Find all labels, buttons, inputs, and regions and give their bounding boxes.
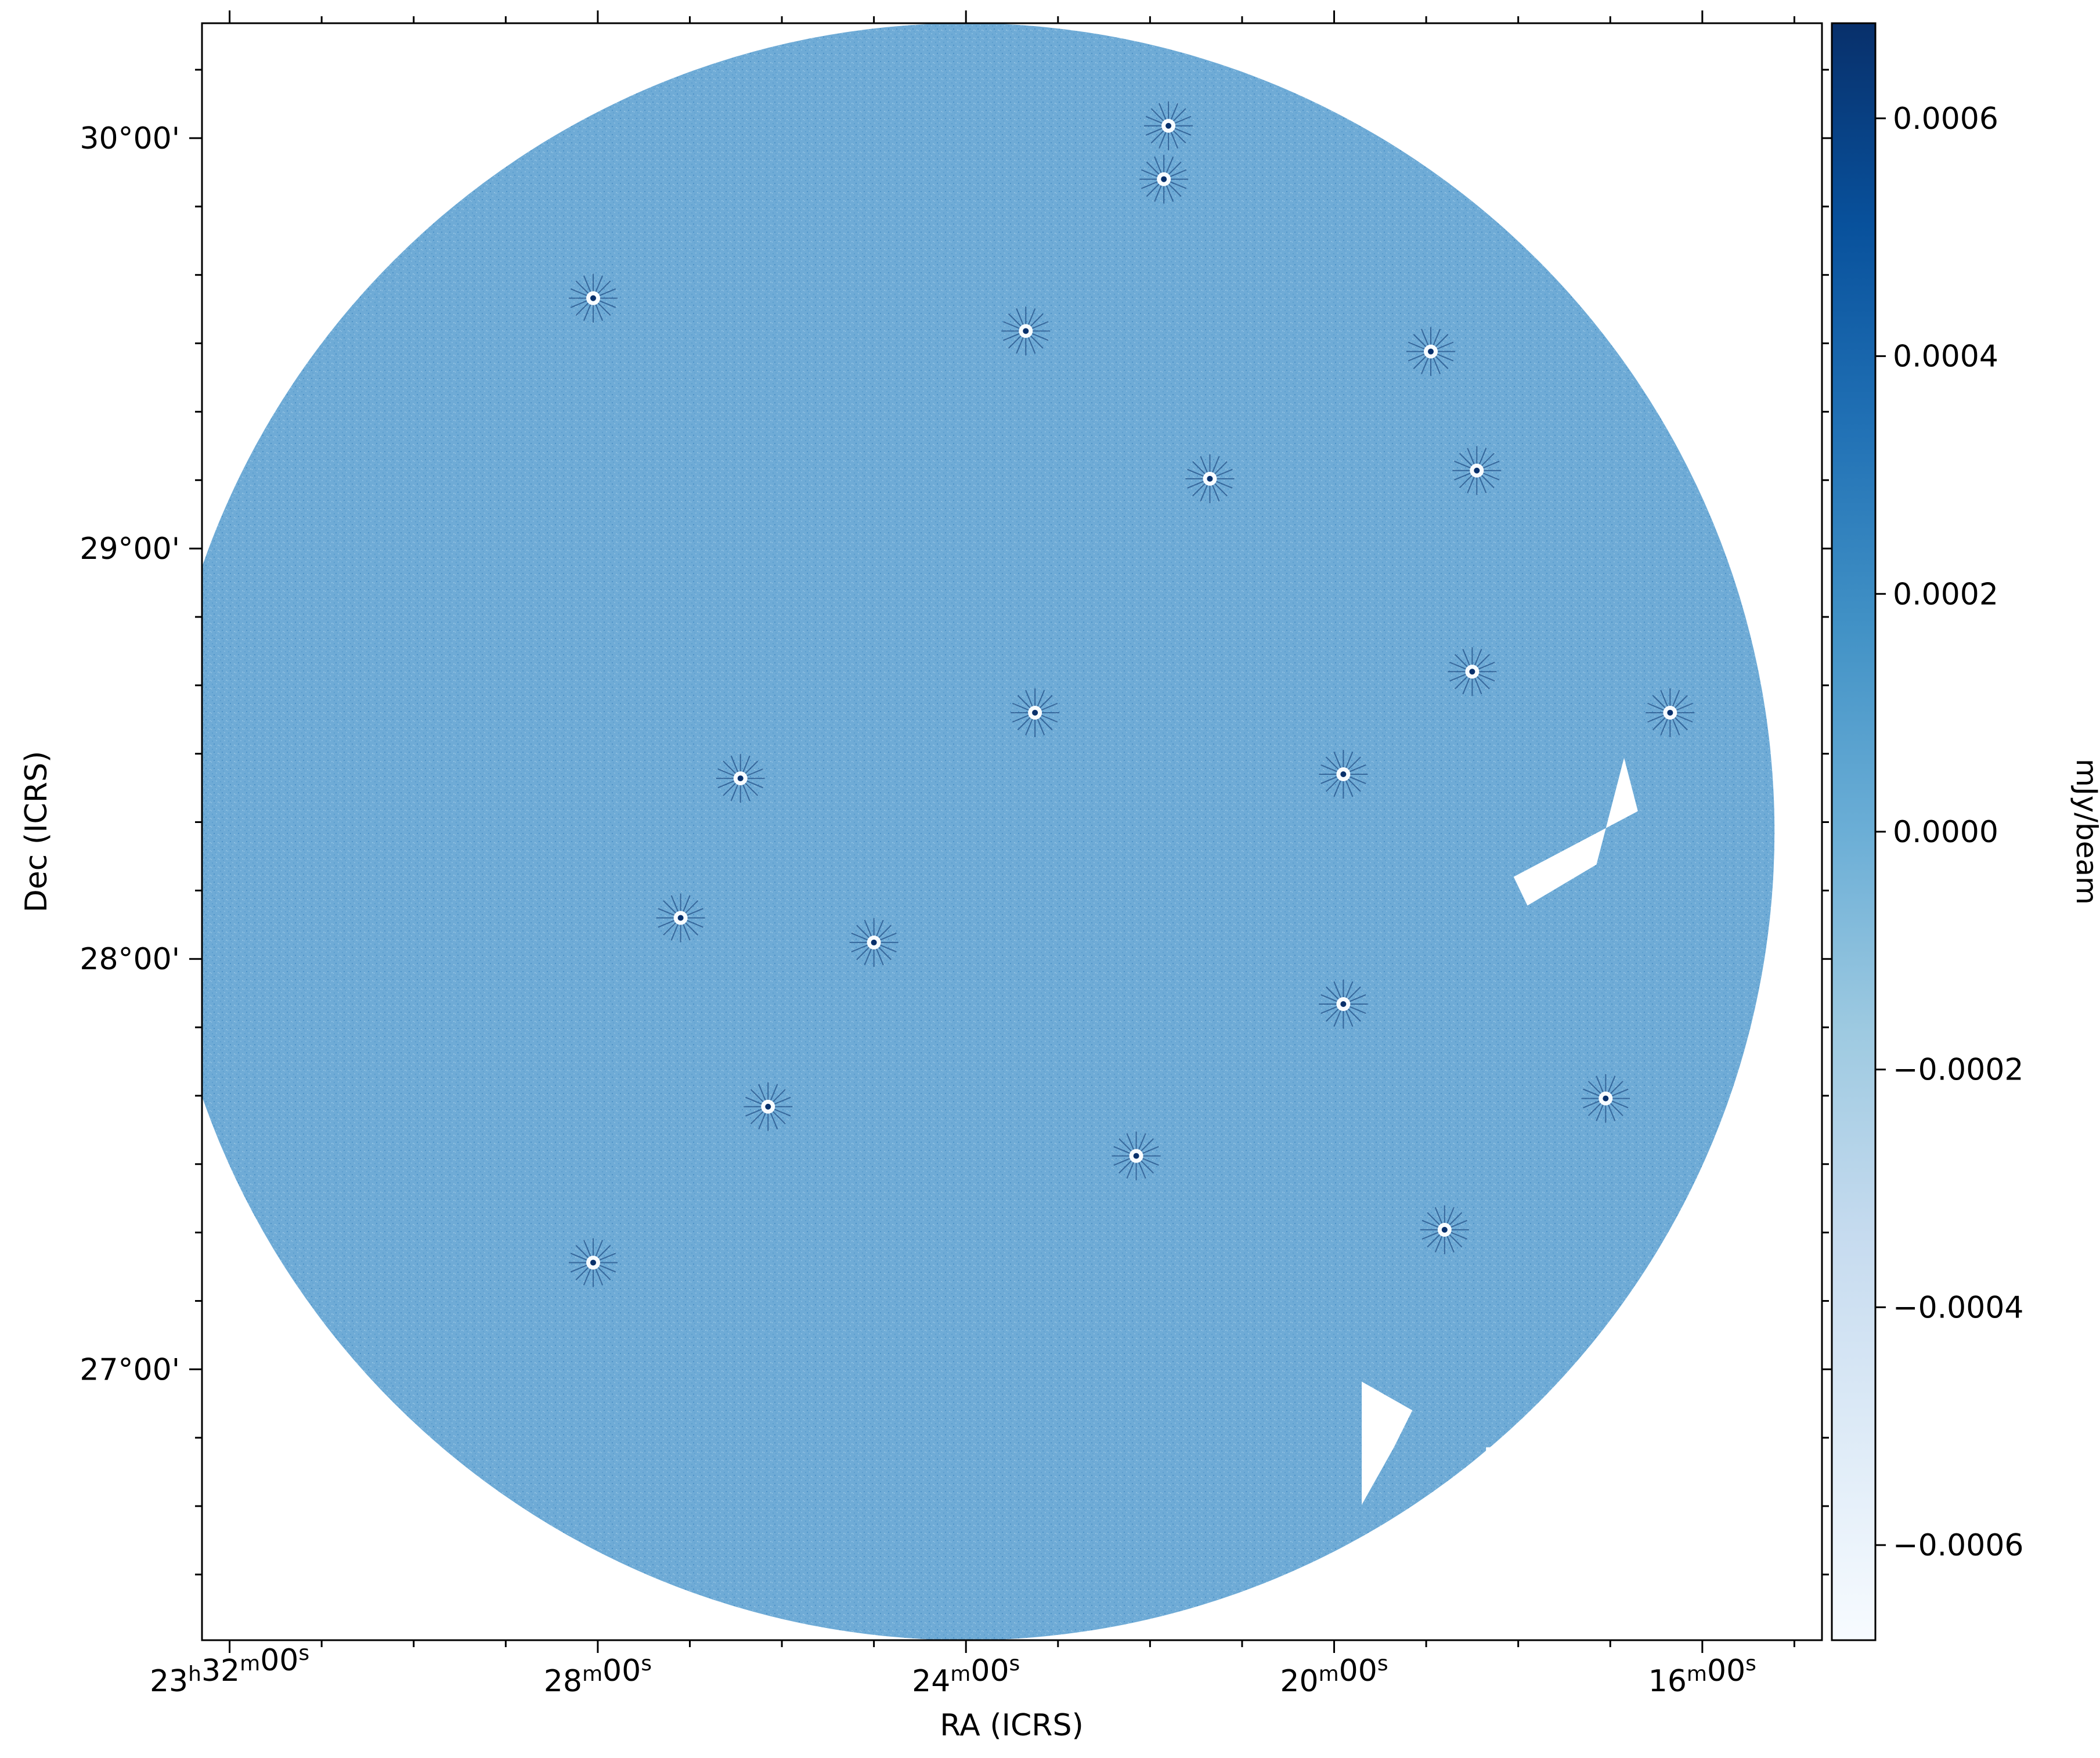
- masked-regions-layer: [1362, 757, 1638, 1505]
- y-tick-label-30: 30°00': [80, 121, 180, 156]
- colorbar-tick-label-2: 0.0002: [1893, 577, 1998, 612]
- source-3: [849, 918, 899, 967]
- colorbar-ticks: 0.0006 0.0004 0.0002 0.0000 −0.0002 −0.0004 −0…: [1875, 102, 2024, 1563]
- colorbar: [1831, 22, 1877, 1641]
- axes-frame: [201, 22, 1823, 1641]
- source-4: [1144, 101, 1193, 150]
- image-panel: [202, 23, 1774, 1640]
- x-tick-label-28: 28m00s: [544, 1652, 652, 1699]
- source-8: [1448, 647, 1497, 696]
- sources-layer: [568, 101, 1695, 1287]
- x-tick-label-20: 20m00s: [1280, 1652, 1388, 1699]
- y-tick-label-27: 27°00': [80, 1352, 180, 1387]
- x-tick-label-16: 16m00s: [1648, 1652, 1756, 1699]
- source-12: [1112, 1131, 1161, 1181]
- image-field: [202, 23, 1774, 1640]
- colorbar-tick-label-5: −0.0004: [1893, 1290, 2024, 1325]
- source-19: [1646, 688, 1695, 737]
- colorbar-tick-label-6: −0.0006: [1893, 1528, 2024, 1563]
- colorbar-label: mJy/beam: [2070, 759, 2100, 905]
- source-6: [1185, 454, 1235, 503]
- source-1: [568, 273, 618, 323]
- x-ticks: 23h32m00s 28m00s 24m00s 20m00s 16m00s: [150, 10, 1795, 1699]
- y-ticks: 30°00' 29°00' 28°00' 27°00': [80, 68, 1835, 1576]
- masked-region-3: [1486, 1447, 1551, 1501]
- source-14: [1420, 1205, 1469, 1254]
- colorbar-tick-label-0: 0.0006: [1893, 102, 1998, 136]
- x-tick-label-24: 24m00s: [912, 1652, 1020, 1699]
- source-7: [1452, 446, 1502, 495]
- y-tick-label-28: 28°00': [80, 942, 180, 977]
- masked-region-1: [1513, 757, 1638, 906]
- source-5: [1139, 154, 1189, 204]
- source-11: [744, 1082, 793, 1131]
- source-15: [656, 893, 705, 943]
- x-axis-label: RA (ICRS): [940, 1708, 1083, 1743]
- y-axis-label: Dec (ICRS): [19, 751, 54, 913]
- masked-region-2: [1362, 1381, 1413, 1505]
- colorbar-tick-label-1: 0.0004: [1893, 340, 1998, 374]
- y-tick-label-29: 29°00': [80, 532, 180, 566]
- source-20: [1319, 979, 1368, 1028]
- x-tick-label-32: 23h32m00s: [150, 1641, 309, 1699]
- colorbar-tick-label-3: 0.0000: [1893, 815, 1998, 850]
- source-13: [568, 1238, 618, 1287]
- source-9: [1011, 688, 1060, 737]
- colorbar-tick-label-4: −0.0002: [1893, 1053, 2024, 1088]
- source-16: [1001, 306, 1051, 356]
- source-18: [1581, 1074, 1630, 1123]
- source-10: [1319, 750, 1368, 799]
- source-2: [716, 754, 765, 803]
- source-17: [1406, 327, 1456, 376]
